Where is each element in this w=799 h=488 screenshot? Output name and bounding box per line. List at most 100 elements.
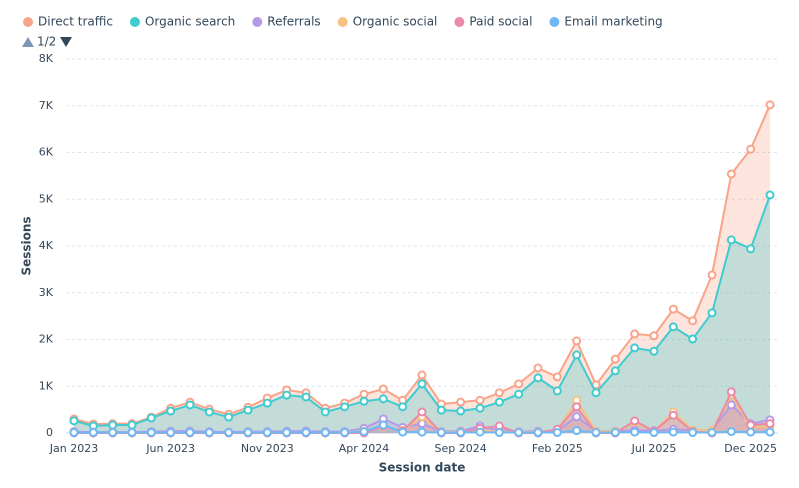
point [224, 412, 234, 422]
x-tick-label: Jun 2023 [145, 442, 195, 455]
point [301, 392, 311, 402]
y-tick-label: 8K [39, 52, 54, 65]
point [262, 398, 272, 408]
x-tick-label: Apr 2024 [339, 442, 390, 455]
legend-prev[interactable] [22, 37, 34, 47]
point [204, 428, 214, 438]
point [185, 428, 195, 438]
point [436, 428, 446, 438]
legend-marker [129, 17, 140, 27]
point [417, 407, 427, 417]
point [69, 416, 79, 426]
point [494, 428, 504, 438]
point [726, 387, 736, 397]
point [610, 366, 620, 376]
point [88, 428, 98, 438]
point [417, 419, 427, 429]
point [417, 370, 427, 380]
legend-label: Paid social [469, 15, 532, 29]
legend-marker [454, 17, 465, 27]
point [475, 403, 485, 413]
point [340, 402, 350, 412]
y-tick-label: 0 [46, 426, 53, 439]
point [707, 428, 717, 438]
point [630, 343, 640, 353]
point [668, 322, 678, 332]
point [746, 427, 756, 437]
point [765, 190, 775, 200]
point [746, 144, 756, 154]
point [398, 427, 408, 437]
legend-label: Referrals [267, 15, 320, 29]
y-tick-label: 5K [39, 192, 54, 205]
point [533, 363, 543, 373]
point [320, 407, 330, 417]
point [166, 406, 176, 416]
point [301, 428, 311, 438]
point [572, 412, 582, 422]
point [572, 336, 582, 346]
point [552, 428, 562, 438]
point [108, 428, 118, 438]
legend-page: 1/2 [37, 35, 56, 49]
point [649, 346, 659, 356]
point [649, 428, 659, 438]
y-tick-label: 6K [39, 146, 54, 159]
point [572, 426, 582, 436]
point [282, 390, 292, 400]
x-tick-label: Nov 2023 [241, 442, 294, 455]
point [456, 397, 466, 407]
point [765, 100, 775, 110]
legend-marker [549, 17, 560, 27]
point [688, 428, 698, 438]
point [572, 350, 582, 360]
x-tick-label: Jul 2025 [631, 442, 677, 455]
point [146, 428, 156, 438]
x-tick-label: Sep 2024 [435, 442, 487, 455]
point [262, 428, 272, 438]
point [378, 420, 388, 430]
legend-label: Direct traffic [38, 15, 113, 29]
x-tick-label: Jan 2023 [49, 442, 98, 455]
point [630, 427, 640, 437]
point [765, 419, 775, 429]
point [475, 427, 485, 437]
point [127, 420, 137, 430]
area [74, 104, 770, 433]
point [243, 405, 253, 415]
legend-next[interactable] [60, 37, 72, 47]
point [668, 410, 678, 420]
point [243, 428, 253, 438]
point [417, 379, 427, 389]
point [746, 244, 756, 254]
point [765, 427, 775, 437]
point [552, 372, 562, 382]
point [359, 389, 369, 399]
point [668, 304, 678, 314]
point [378, 384, 388, 394]
y-tick-label: 1K [39, 379, 54, 392]
point [359, 427, 369, 437]
point [591, 428, 601, 438]
point [146, 413, 156, 423]
point [726, 169, 736, 179]
point [726, 400, 736, 410]
x-tick-label: Feb 2025 [532, 442, 583, 455]
point [456, 428, 466, 438]
point [688, 334, 698, 344]
point [378, 394, 388, 404]
point [668, 427, 678, 437]
area [74, 195, 770, 433]
point [591, 388, 601, 398]
point [166, 428, 176, 438]
point [185, 400, 195, 410]
point [494, 397, 504, 407]
legend-marker [252, 17, 263, 27]
point [610, 428, 620, 438]
y-tick-label: 7K [39, 99, 54, 112]
point [69, 428, 79, 438]
point [514, 389, 524, 399]
point [494, 388, 504, 398]
point [649, 331, 659, 341]
point [533, 428, 543, 438]
